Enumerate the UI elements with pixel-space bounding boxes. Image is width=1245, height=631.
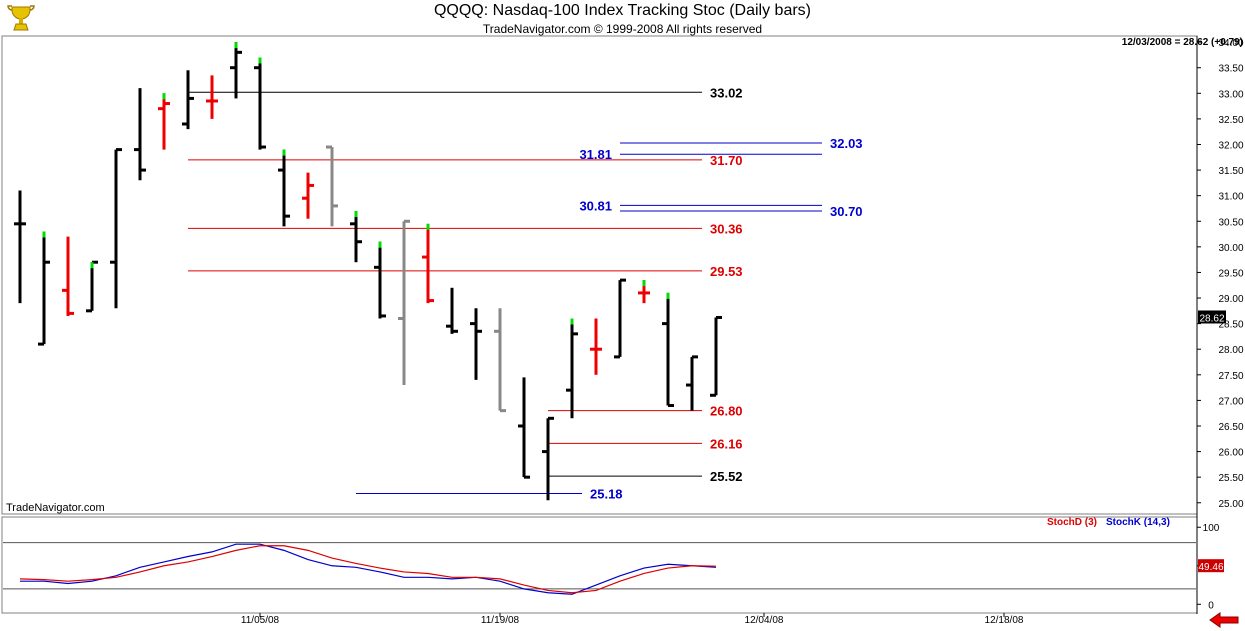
trophy-icon[interactable] — [6, 3, 36, 33]
ohlc-bar — [302, 172, 314, 219]
level-label: 31.81 — [579, 147, 612, 162]
ohlc-bar — [542, 416, 554, 501]
ohlc-bar — [422, 223, 434, 304]
copyright-text: TradeNavigator.com © 1999-2008 All right… — [482, 22, 763, 36]
ohlc-bar — [350, 211, 362, 263]
price-tick-label: 25.00 — [1218, 499, 1243, 510]
level-label: 25.52 — [710, 469, 743, 484]
ohlc-bar — [206, 75, 218, 119]
price-bars — [14, 42, 722, 501]
price-tick-label: 26.50 — [1218, 422, 1243, 433]
price-panel-frame — [1, 35, 1198, 515]
level-label: 26.16 — [710, 436, 743, 451]
date-tick-label: 12/18/08 — [985, 615, 1024, 626]
price-tick-label: 32.50 — [1218, 115, 1243, 126]
stoch-tick-label: 0 — [1208, 600, 1214, 611]
ohlc-bar — [326, 145, 338, 227]
price-tick-label: 29.00 — [1218, 294, 1243, 305]
price-tick-label: 26.00 — [1218, 448, 1243, 459]
last-stoch-label: 49.46 — [1198, 562, 1223, 573]
last-quote-text: 12/03/2008 = 28.62 (+0.79) — [1122, 37, 1243, 48]
level-label: 26.80 — [710, 404, 743, 419]
ohlc-bar — [278, 149, 290, 227]
price-tick-label: 25.50 — [1218, 473, 1243, 484]
price-tick-label: 31.00 — [1218, 192, 1243, 203]
ohlc-bar — [614, 278, 626, 359]
stoch-series-line — [19, 545, 717, 594]
level-label: 30.81 — [579, 198, 612, 213]
ohlc-bar — [62, 236, 74, 316]
date-axis: 11/05/08 11/19/08 12/04/08 12/18/08 — [241, 613, 1024, 626]
price-tick-label: 30.00 — [1218, 243, 1243, 254]
chart-title: QQQQ: Nasdaq-100 Index Tracking Stoc (Da… — [433, 2, 812, 19]
ohlc-bar — [38, 231, 50, 346]
ohlc-bar — [470, 308, 482, 380]
price-tick-label: 29.50 — [1218, 268, 1243, 279]
indicator-panel-frame — [1, 516, 1198, 614]
ohlc-bar — [182, 70, 194, 130]
price-last-badge: 28.62 — [1198, 310, 1226, 324]
ohlc-bar — [14, 190, 26, 304]
level-label: 30.70 — [830, 204, 863, 219]
indicator-last-badge: 49.46 — [1198, 559, 1224, 573]
ohlc-bar — [110, 148, 122, 309]
level-label: 32.03 — [830, 136, 863, 151]
ohlc-bar — [446, 287, 458, 334]
price-tick-label: 31.50 — [1218, 166, 1243, 177]
price-tick-label: 30.50 — [1218, 217, 1243, 228]
level-label: 33.02 — [710, 85, 743, 100]
ohlc-bar — [374, 241, 386, 319]
last-price-label: 28.62 — [1199, 313, 1224, 324]
stochastic-lines — [19, 543, 717, 595]
price-tick-label: 27.50 — [1218, 371, 1243, 382]
ohlc-bar — [710, 315, 722, 397]
red-left-arrow-icon[interactable] — [1208, 612, 1240, 628]
ohlc-bar — [134, 88, 146, 181]
ohlc-bar — [398, 219, 410, 386]
price-axis: 34.00 33.50 33.00 32.50 32.00 31.50 31.00 30.50… — [1197, 38, 1244, 510]
level-lines: 33.02 32.03 31.81 31.70 30.81 30.70 30.36 29.53… — [188, 85, 863, 502]
price-tick-label: 34.00 — [1218, 38, 1243, 49]
level-label: 31.70 — [710, 153, 743, 168]
level-label: 29.53 — [710, 264, 743, 279]
price-tick-label: 28.50 — [1218, 320, 1243, 331]
legend-stochd: StochD (3) — [1047, 517, 1097, 528]
ohlc-bar — [158, 93, 170, 150]
price-tick-label: 28.00 — [1218, 345, 1243, 356]
stoch-series-line — [20, 543, 717, 595]
ohlc-bar — [86, 260, 98, 313]
ohlc-bar — [590, 318, 602, 375]
ohlc-bar — [230, 42, 242, 99]
date-tick-label: 11/19/08 — [481, 615, 520, 626]
ohlc-bar — [494, 308, 506, 413]
date-tick-label: 11/05/08 — [241, 615, 280, 626]
price-tick-label: 32.00 — [1218, 140, 1243, 151]
ohlc-bar — [686, 355, 698, 411]
level-label: 25.18 — [590, 487, 623, 502]
watermark-text: TradeNavigator.com — [6, 502, 105, 514]
stoch-tick-label: 100 — [1203, 523, 1220, 534]
ohlc-bar — [254, 57, 266, 150]
indicator-axis: 100500 — [3, 523, 1220, 611]
date-tick-label: 12/04/08 — [745, 615, 784, 626]
price-tick-label: 33.00 — [1218, 89, 1243, 100]
ohlc-bar — [638, 280, 650, 304]
legend-stochk: StochK (14,3) — [1106, 517, 1170, 528]
ohlc-bar — [518, 377, 530, 479]
price-tick-label: 27.00 — [1218, 396, 1243, 407]
level-label: 30.36 — [710, 221, 743, 236]
ohlc-bar — [662, 292, 674, 408]
ohlc-bar — [566, 318, 578, 419]
price-tick-label: 33.50 — [1218, 64, 1243, 75]
